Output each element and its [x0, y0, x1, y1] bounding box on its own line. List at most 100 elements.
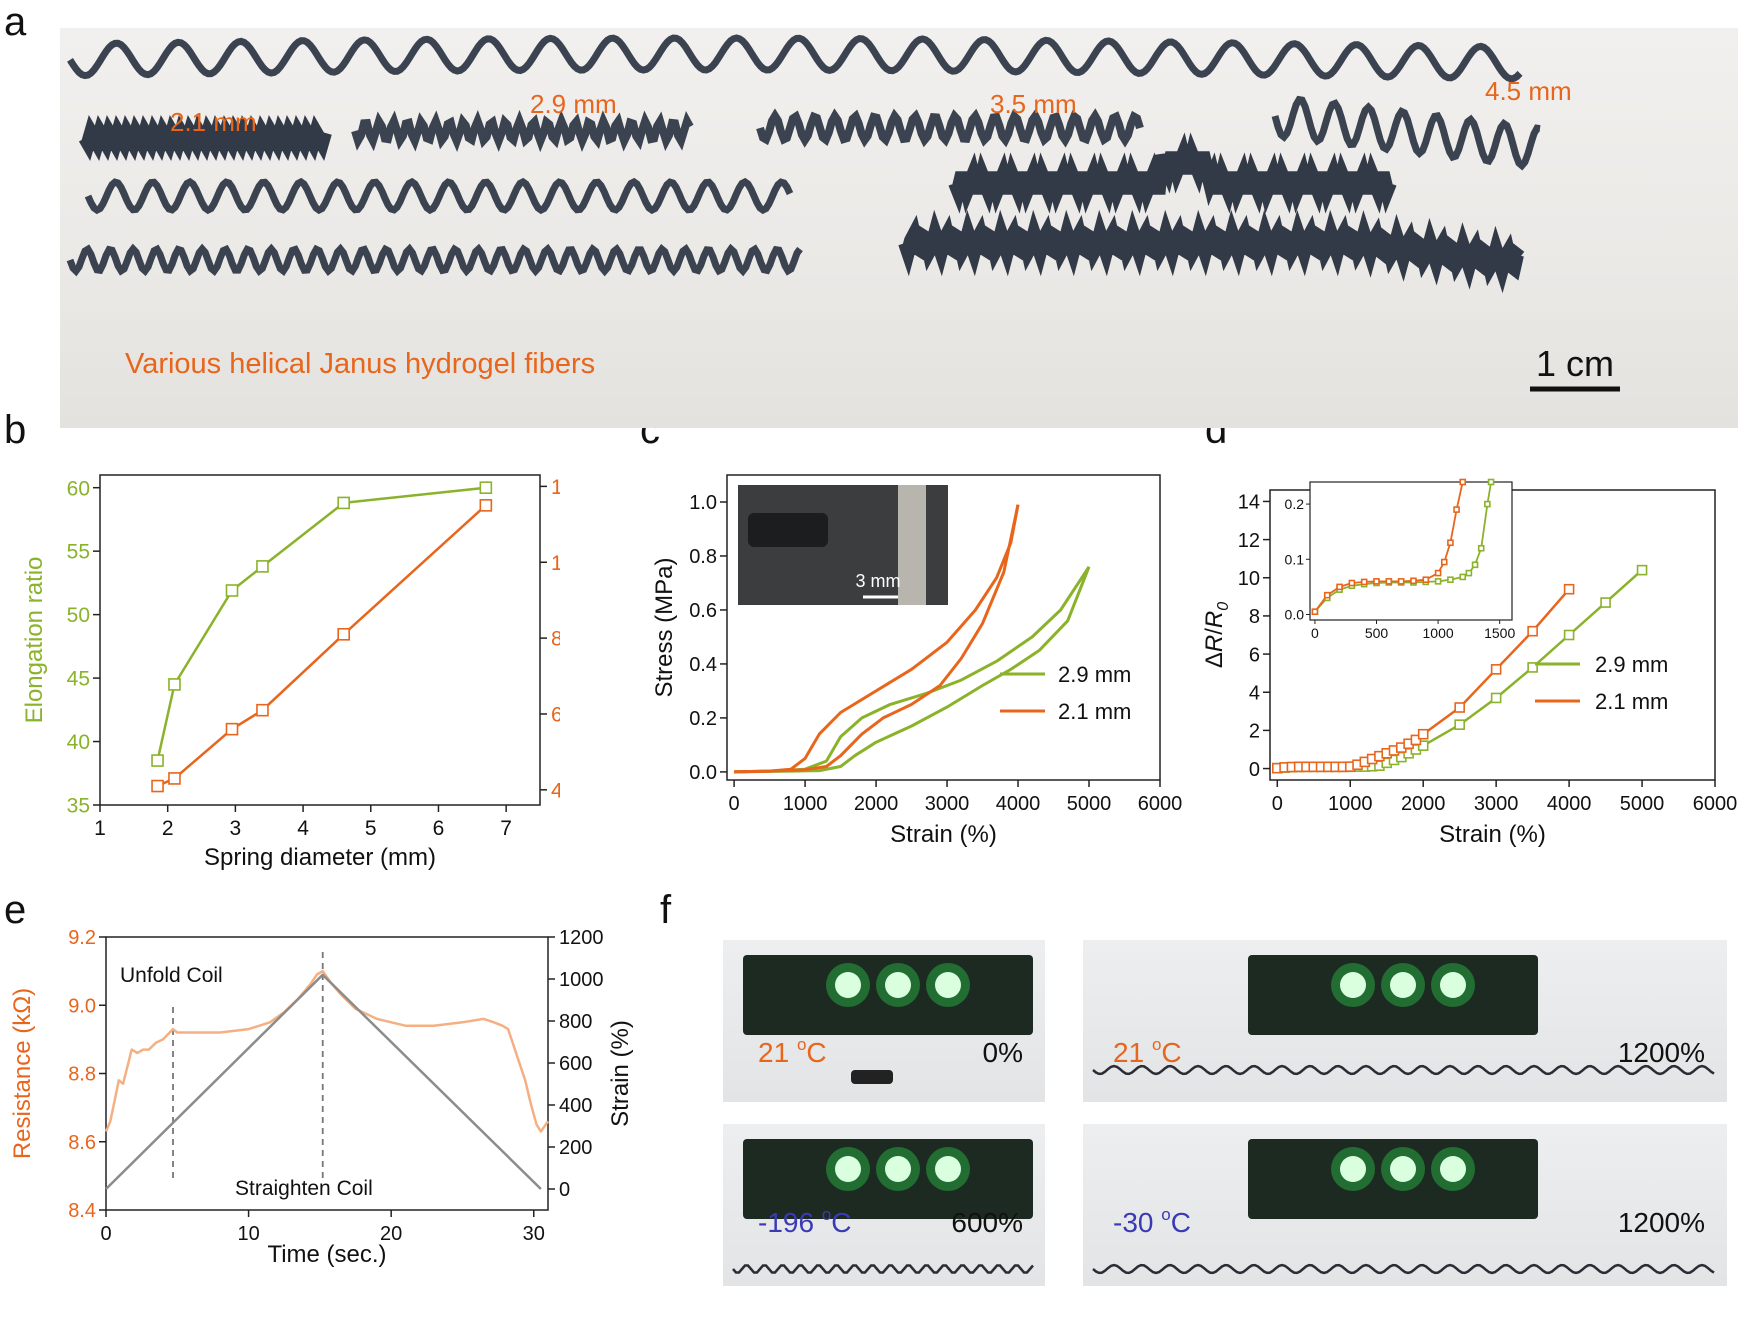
b-series-1-point-0: [151, 779, 164, 793]
d-inset-ytick-label-1: 0.1: [1285, 551, 1305, 567]
temperature-degree-1: o: [1152, 1035, 1161, 1054]
size-label-3.5: 3.5 mm: [990, 89, 1077, 119]
e-annotation-unfold: Unfold Coil: [120, 964, 223, 987]
coil-right-lower: [898, 209, 1525, 294]
led-1-2: [1440, 972, 1466, 998]
d-ytick-label-4: 8: [1249, 606, 1260, 628]
d-ytick-label-3: 6: [1249, 644, 1260, 666]
temperature-value-1: 21: [1113, 1037, 1152, 1068]
b-series-1-point-1: [168, 772, 181, 785]
led-3-1: [1390, 1156, 1416, 1182]
b-series-0-point-3: [256, 560, 269, 573]
e-xtick-label-3: 30: [523, 1223, 545, 1245]
b-y2-ytick-label-3: 10: [551, 552, 560, 575]
d-ylabel-part-3: R: [1201, 611, 1228, 628]
c-xtick-label-4: 4000: [996, 793, 1040, 815]
temperature-degree-3: o: [1161, 1205, 1170, 1224]
b-series-0-point-0: [151, 754, 164, 767]
e-y2-ytick-label-3: 600: [559, 1053, 592, 1075]
d-inset-series-1-point-5: [1373, 578, 1380, 585]
d-series-1-point-21: [1454, 702, 1465, 713]
temperature-label-0: 21 oC: [758, 1035, 827, 1068]
long-coil-top: [67, 34, 1523, 83]
d-inset-series-1-point-2: [1336, 583, 1343, 591]
chart-d: 0 1000 2000 3000 4000 5000 600002468101214Stra…: [1201, 478, 1737, 848]
led-photo-drawing-1: 21 oC 1200%: [1092, 955, 1715, 1076]
b-series-line-0: [156, 486, 486, 761]
c-plot-frame: [726, 474, 1161, 781]
chart-b: 12345673540455055604681012Spring diamete…: [21, 474, 560, 870]
c-series-unload-0: [734, 566, 1091, 774]
b-xtick-label-6: 7: [500, 817, 512, 840]
b-xtick-label-0: 1: [94, 817, 106, 840]
c-inset-spring: [748, 513, 828, 547]
d-inset-series-1-point-1: [1323, 591, 1331, 599]
d-inset-series-1-point-6: [1385, 578, 1393, 585]
e-xtick-label-2: 20: [380, 1223, 402, 1245]
led-0-0: [835, 972, 861, 998]
strain-label-3: 1200%: [1618, 1207, 1705, 1238]
d-inset-series-0-point-10: [1434, 578, 1442, 585]
led-2-0: [835, 1156, 861, 1182]
b-xtick-label-3: 4: [297, 817, 309, 840]
d-inset-series-0-point-16: [1484, 500, 1491, 508]
e-xlabel: Time (sec.): [267, 1241, 386, 1268]
d-ytick-label-7: 14: [1238, 492, 1260, 514]
c-ylabel: Stress (MPa): [651, 557, 678, 697]
temperature-label-3: -30 oC: [1113, 1205, 1191, 1238]
led-2-2: [935, 1156, 961, 1182]
d-inset-series-0-point-14: [1471, 561, 1479, 569]
e-ylabel: Resistance (kΩ): [9, 988, 36, 1159]
d-ylabel: ΔR/R0: [1201, 602, 1232, 668]
panel-label-f: f: [660, 888, 672, 932]
d-xtick-label-3: 3000: [1474, 793, 1519, 815]
d-inset-series-1-point-0: [1311, 608, 1319, 616]
d-inset-xtick-label-3: 1500: [1484, 625, 1515, 641]
coiled-wire-0: [851, 1070, 893, 1084]
e-ytick-label-3: 9.0: [68, 995, 96, 1017]
d-legend-label-0: 2.9 mm: [1595, 652, 1668, 677]
temperature-value-0: 21: [758, 1037, 797, 1068]
d-xtick-label-0: 0: [1272, 793, 1283, 815]
temperature-unit-0: C: [806, 1037, 826, 1068]
c-ytick-label-1: 0.2: [689, 708, 717, 730]
led-1-0: [1340, 972, 1366, 998]
d-xtick-label-2: 2000: [1401, 793, 1446, 815]
c-legend-label-0: 2.9 mm: [1058, 662, 1131, 687]
led-photo-1: 21 oC 1200%: [1083, 940, 1727, 1102]
c-ytick-label-4: 0.8: [689, 546, 717, 568]
d-inset-series-1-point-9: [1422, 576, 1430, 584]
c-xtick-label-5: 5000: [1067, 793, 1112, 815]
size-label-2.9: 2.9 mm: [530, 89, 617, 119]
c-ytick-label-2: 0.4: [689, 654, 717, 676]
b-series-0-point-1: [168, 678, 181, 691]
b-series-1-point-4: [337, 628, 350, 641]
d-ytick-label-2: 4: [1249, 682, 1260, 704]
strain-label-1: 1200%: [1618, 1037, 1705, 1068]
sponge-2: [743, 1139, 1033, 1219]
e-y2-ytick-label-2: 400: [559, 1095, 592, 1117]
e-ytick-label-4: 9.2: [68, 927, 96, 949]
d-inset-xtick-label-0: 0: [1311, 625, 1319, 641]
d-series-1-point-19: [1410, 734, 1422, 746]
d-inset-series-0-point-12: [1459, 573, 1467, 581]
d-series-0-point-24: [1563, 629, 1575, 641]
d-ylabel-part-1: R: [1201, 635, 1228, 652]
size-label-2.1: 2.1 mm: [170, 107, 257, 137]
led-0-2: [935, 972, 961, 998]
d-series-1-point-20: [1417, 728, 1429, 740]
d-legend-label-1: 2.1 mm: [1595, 689, 1668, 714]
c-xlabel: Strain (%): [890, 821, 997, 848]
c-ytick-label-5: 1.0: [689, 492, 717, 514]
d-inset-series-1-point-13: [1453, 506, 1460, 513]
temperature-value-2: -196: [758, 1207, 822, 1238]
b-y2-ytick-label-2: 8: [551, 628, 560, 651]
d-ylabel-part-2: /: [1201, 628, 1228, 635]
d-inset-ytick-label-2: 0.2: [1285, 496, 1305, 512]
temperature-unit-1: C: [1161, 1037, 1181, 1068]
c-series-unload-1: [734, 504, 1020, 774]
c-xtick-label-3: 3000: [925, 793, 970, 815]
d-ytick-label-6: 12: [1238, 530, 1260, 552]
temperature-unit-2: C: [831, 1207, 851, 1238]
e-y2-ytick-label-5: 1000: [559, 969, 604, 991]
